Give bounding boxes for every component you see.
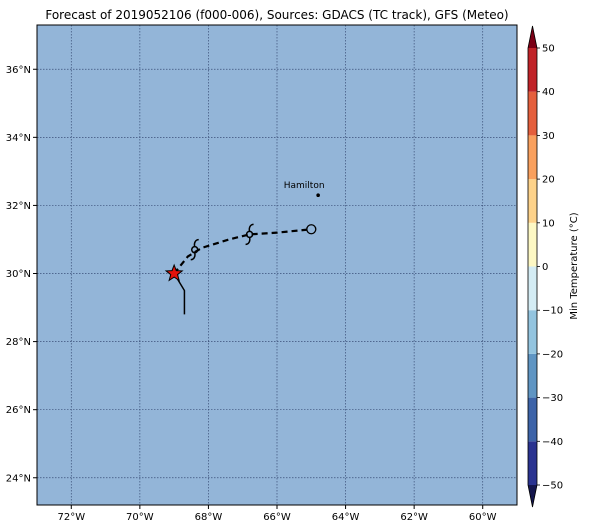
colorbar-segment: [528, 397, 537, 442]
lat-tick-label: 30°N: [6, 269, 31, 280]
lon-tick-label: 66°W: [263, 512, 291, 523]
lat-tick-label: 24°N: [6, 473, 31, 484]
lon-tick-label: 62°W: [400, 512, 428, 523]
colorbar-tick-label: −10: [542, 306, 563, 317]
current-position-star-icon: [164, 263, 184, 282]
colorbar-tick-label: 50: [542, 44, 555, 55]
lat-tick-label: 26°N: [6, 405, 31, 416]
map-tick-labels: 72°W 70°W 68°W 66°W 64°W 62°W 60°W 24°N 26°N 28°N…: [6, 65, 497, 523]
colorbar-tick-label: 40: [542, 87, 555, 98]
colorbar-segment: [528, 441, 537, 485]
tropical-storm-icon: [245, 223, 254, 246]
colorbar-tick-label: 20: [542, 175, 555, 186]
storm-track: Hamilton: [164, 181, 325, 315]
map-panel: 72°W 70°W 68°W 66°W 64°W 62°W 60°W 24°N 26°N 28°N…: [6, 24, 518, 523]
tropical-storm-icon: [190, 238, 199, 261]
colorbar-segment: [528, 179, 537, 223]
lat-tick-label: 32°N: [6, 201, 31, 212]
lat-tick-label: 28°N: [6, 337, 31, 348]
colorbar-segment: [528, 266, 537, 311]
map-gridlines: [37, 25, 517, 505]
colorbar-label: Min Temperature (°C): [569, 212, 580, 319]
colorbar-tick-label: −30: [542, 393, 563, 404]
forecast-track-line: [173, 228, 312, 275]
colorbar: Min Temperature (°C) 50 40 30 20 10 0 −10 −20 −3…: [527, 25, 580, 508]
colorbar-segment: [528, 48, 537, 92]
city-marker: [316, 193, 320, 198]
colorbar-under-extension: [528, 485, 537, 507]
colorbar-segment: [528, 135, 537, 180]
lat-tick-label: 34°N: [6, 133, 31, 144]
colorbar-tick-label: 10: [542, 218, 555, 229]
colorbar-tick-label: −40: [542, 437, 563, 448]
lon-tick-label: 60°W: [469, 512, 497, 523]
forecast-end-marker: [306, 224, 317, 235]
figure-title: Forecast of 2019052106 (f000-006), Sourc…: [45, 8, 508, 22]
colorbar-tick-label: −20: [542, 349, 563, 360]
lon-tick-label: 72°W: [57, 512, 85, 523]
lat-tick-label: 36°N: [6, 65, 31, 76]
map-frame: [36, 24, 518, 506]
colorbar-segment: [528, 222, 537, 267]
lon-tick-label: 70°W: [126, 512, 154, 523]
colorbar-segment: [528, 310, 537, 354]
colorbar-tick-label: 30: [542, 131, 555, 142]
colorbar-segment: [528, 353, 537, 398]
colorbar-segment: [528, 91, 537, 136]
colorbar-tick-label: 0: [542, 262, 548, 273]
lon-tick-label: 68°W: [195, 512, 223, 523]
colorbar-over-extension: [528, 26, 537, 48]
city-label: Hamilton: [284, 181, 325, 191]
lon-tick-label: 64°W: [332, 512, 360, 523]
colorbar-tick-label: −50: [542, 481, 563, 492]
